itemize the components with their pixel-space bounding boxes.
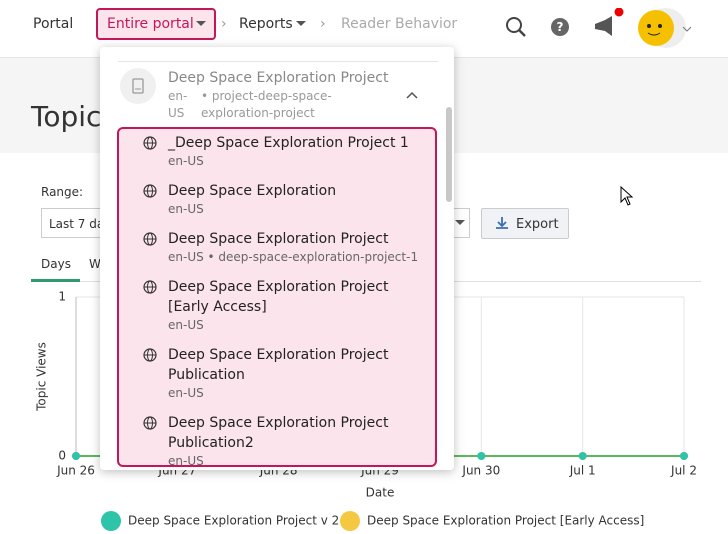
globe-icon (143, 348, 157, 362)
x-tick-label: Jun 30 (461, 464, 500, 478)
item-title[interactable]: Deep Space Exploration (168, 183, 337, 199)
x-tick-label: Jul 2 (670, 464, 697, 478)
item-meta: en-US (168, 202, 204, 216)
item-title[interactable]: _Deep Space Exploration Project 1 (168, 135, 409, 151)
breadcrumb-portal[interactable]: Portal (33, 16, 74, 32)
caret (196, 21, 206, 26)
data-point (72, 452, 80, 460)
x-axis-title: Date (366, 486, 395, 500)
legend-label: Deep Space Exploration Project [Early Ac… (367, 514, 644, 528)
globe-icon (143, 184, 157, 198)
range-label: Range: (41, 185, 84, 199)
legend-swatch (101, 511, 121, 531)
chevron-up[interactable] (405, 90, 419, 100)
item-meta: en-US (168, 386, 204, 400)
data-point (680, 452, 688, 460)
data-point (578, 452, 587, 460)
item-title[interactable]: Deep Space Exploration Project [Early Ac… (168, 279, 389, 315)
x-tick-label: Jun 26 (56, 464, 95, 478)
item-title[interactable]: Deep Space Exploration Project (168, 231, 389, 247)
download-icon (496, 217, 508, 229)
globe-icon (143, 232, 157, 246)
highlight (96, 8, 216, 40)
page-title: Topic (31, 100, 102, 133)
divider (118, 61, 438, 62)
project-dropdown: Deep Space Exploration Project en-US • p… (100, 47, 454, 470)
breadcrumb-reports[interactable]: Reports (239, 16, 293, 32)
caret (455, 220, 465, 225)
item-title[interactable]: Deep Space Exploration Project Publicati… (168, 347, 389, 383)
y-tick-label: 0 (58, 449, 66, 463)
export-button[interactable] (481, 208, 569, 239)
tab-underline (31, 279, 80, 282)
tab[interactable]: Days (41, 257, 71, 271)
item-meta: en-US (168, 318, 204, 332)
breadcrumb-current: Reader Behavior (341, 16, 458, 32)
highlight (117, 127, 437, 467)
export-label: Export (516, 217, 559, 232)
y-axis-title: Topic Views (35, 342, 49, 412)
legend-swatch (340, 511, 360, 531)
item-title[interactable]: Deep Space Exploration Project Publicati… (168, 415, 389, 451)
toolbar-icons[interactable]: ? (500, 8, 710, 50)
project-icon (120, 68, 156, 104)
globe-icon (143, 280, 157, 294)
scrollbar[interactable] (446, 107, 452, 202)
item-meta: en-US (168, 154, 204, 168)
globe-icon (143, 136, 157, 150)
item-meta: en-US (168, 454, 204, 468)
y-tick-label: 1 (58, 290, 66, 304)
project-title[interactable]: Deep Space Exploration Project (168, 70, 389, 86)
svg-text:?: ? (557, 20, 564, 34)
legend-label: Deep Space Exploration Project v 2.04 (128, 514, 358, 528)
data-point (477, 452, 486, 460)
separator: › (320, 16, 326, 32)
separator: › (221, 16, 227, 32)
caret (296, 21, 306, 26)
item-meta: en-US • deep-space-exploration-project-1 (168, 250, 419, 264)
globe-icon (143, 416, 157, 430)
project-locale: en-US (168, 89, 188, 120)
breadcrumb-entire-portal[interactable]: Entire portal (107, 16, 194, 32)
x-tick-label: Jul 1 (569, 464, 596, 478)
cursor (620, 186, 634, 206)
project-slug: • project-deep-space-exploration-project (201, 89, 332, 120)
